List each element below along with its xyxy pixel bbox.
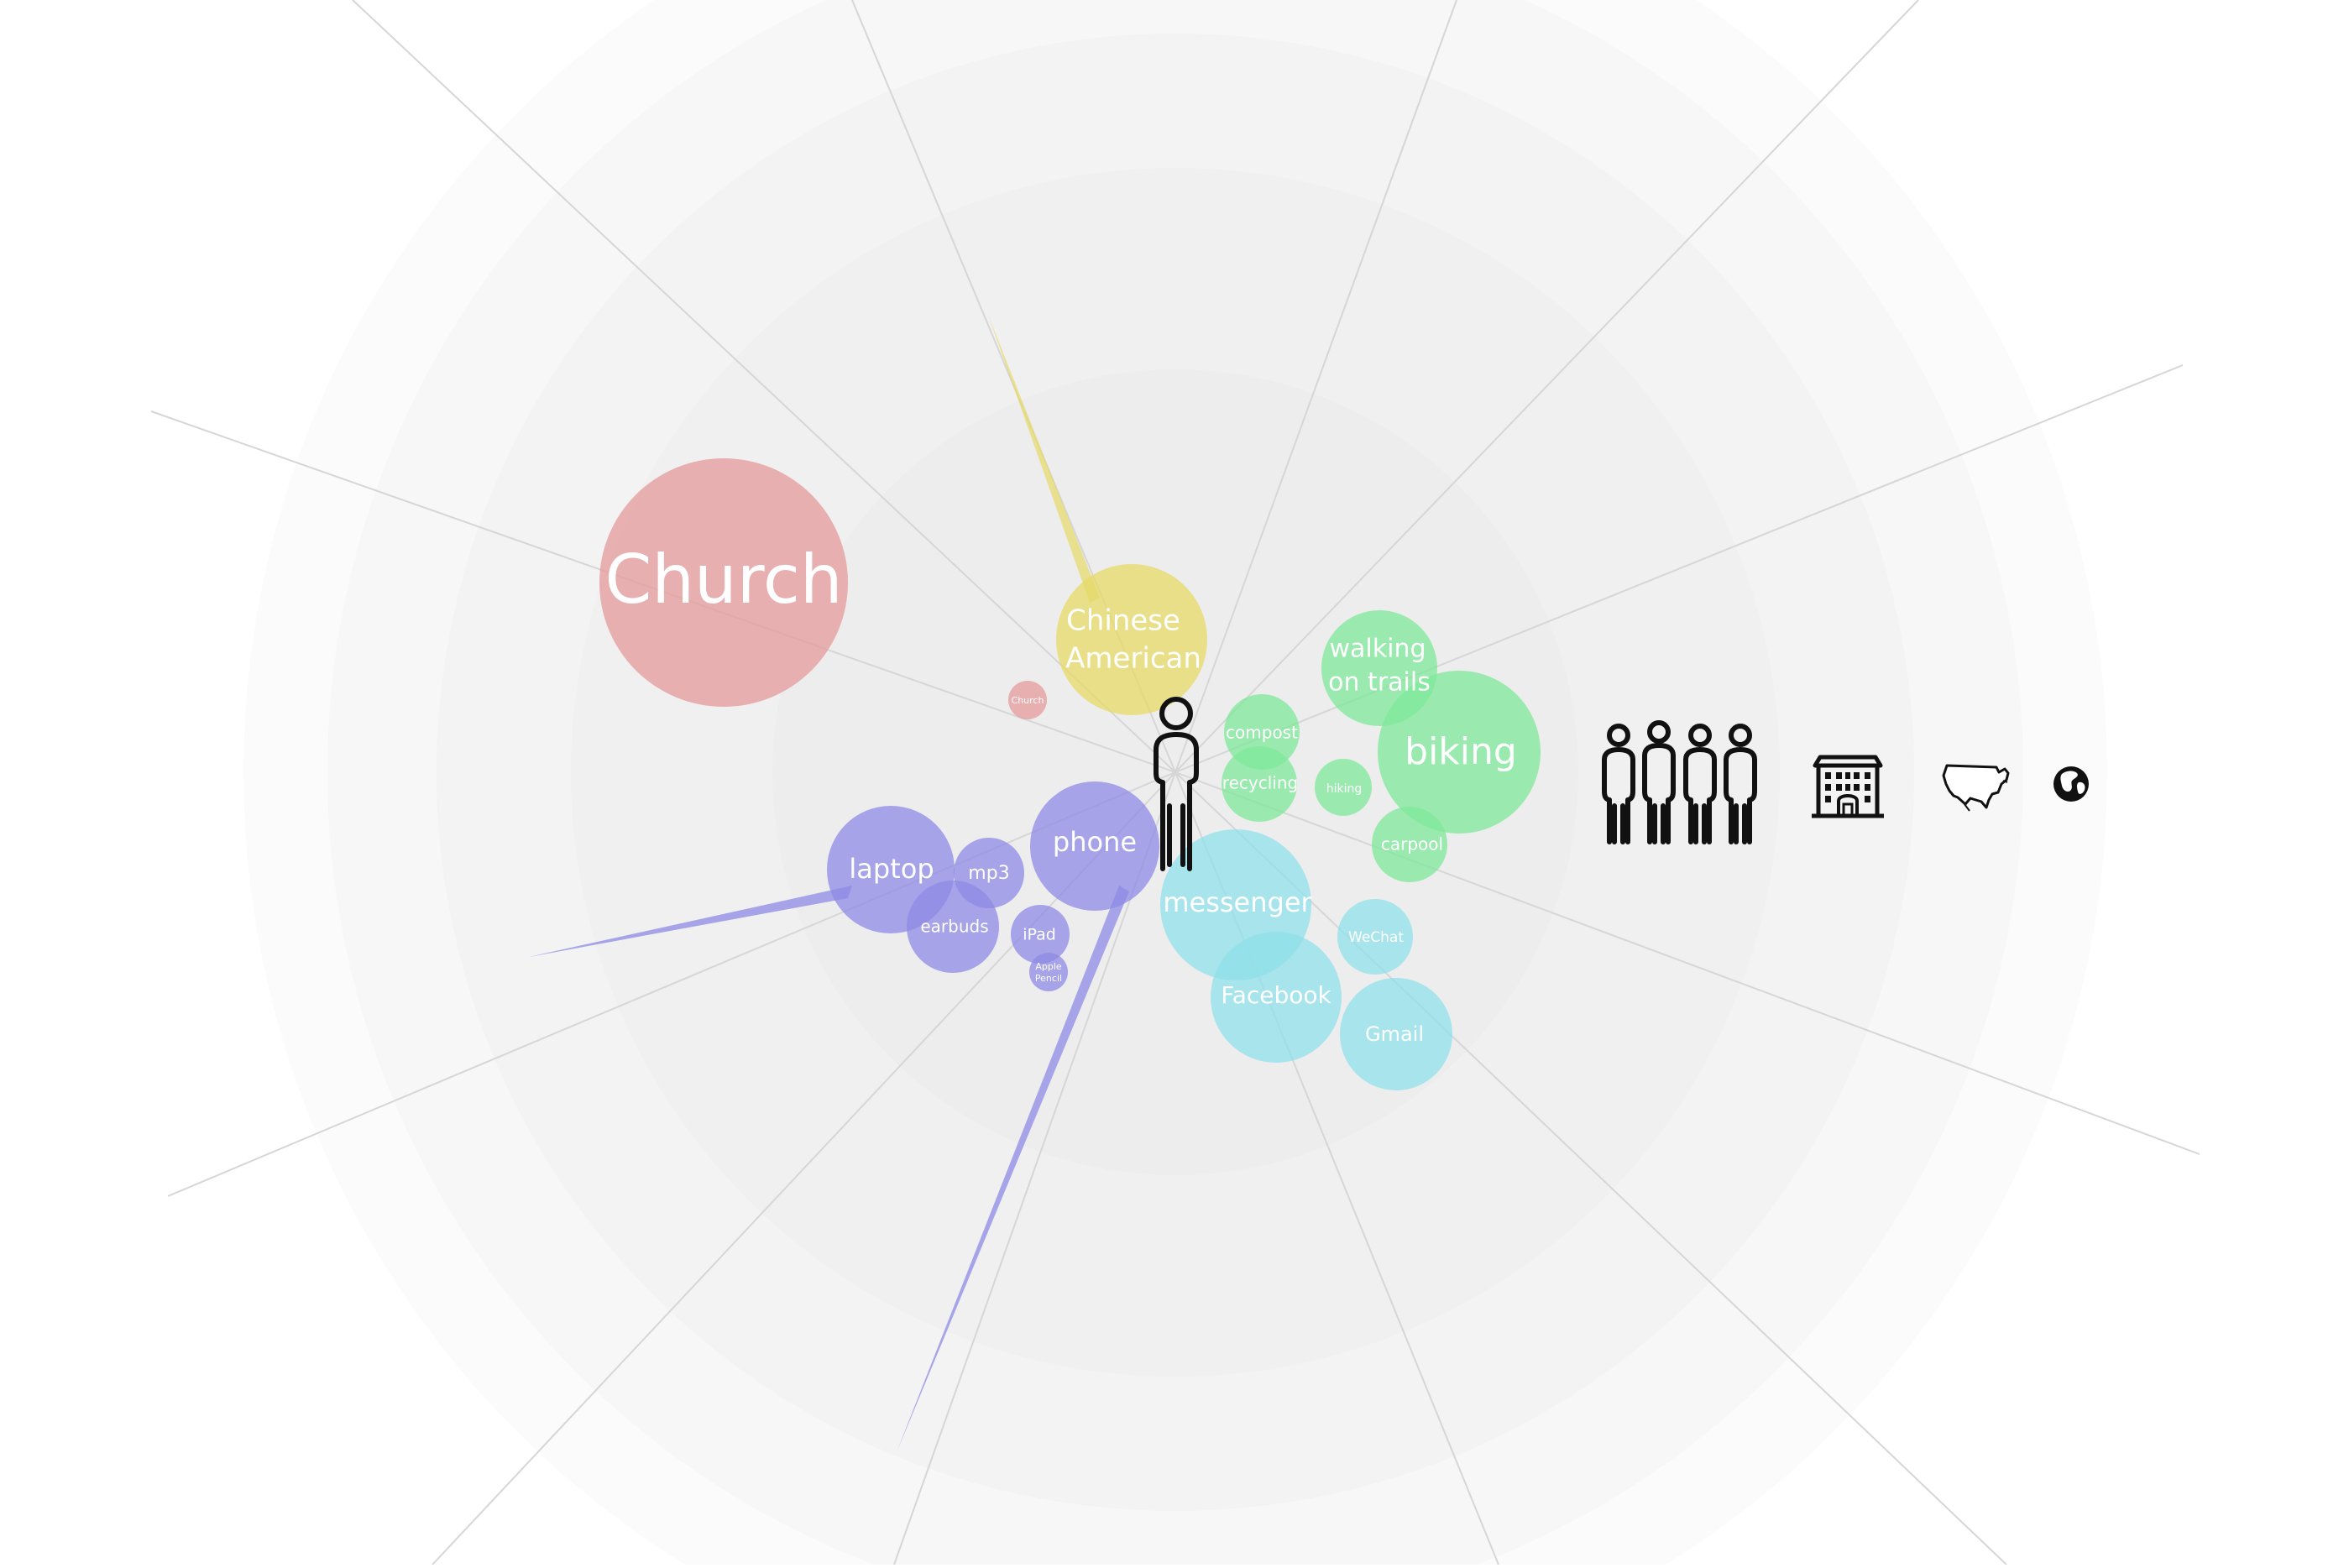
compost-label: compost [1226, 723, 1298, 743]
walking-label-line1: walking [1329, 635, 1426, 664]
biking-label: biking [1405, 730, 1517, 773]
church-large-label: Church [604, 541, 842, 619]
chinese-american-label-line1: Chinese [1066, 604, 1180, 638]
chinese-american-bubble[interactable] [1056, 564, 1207, 715]
wechat-label: WeChat [1348, 929, 1404, 946]
earbuds-label: earbuds [920, 917, 988, 937]
ipad-label: iPad [1023, 926, 1056, 944]
apple-pencil-label-line2: Pencil [1035, 973, 1062, 984]
identity-cluster: Chinese American [1056, 564, 1207, 715]
scale-rings [243, 0, 2107, 1565]
walking-label-line2: on trails [1328, 668, 1431, 698]
church-small-label: Church [1012, 695, 1044, 706]
recycling-label: recycling [1222, 773, 1298, 793]
carpool-label: carpool [1381, 834, 1443, 855]
phone-label: phone [1053, 826, 1137, 858]
gmail-label: Gmail [1365, 1022, 1424, 1046]
mp3-label: mp3 [968, 863, 1009, 884]
chinese-american-label-line2: American [1065, 642, 1201, 676]
hiking-label: hiking [1326, 782, 1363, 796]
apple-pencil-bubble[interactable] [1029, 953, 1068, 991]
globe-icon [2053, 766, 2089, 802]
laptop-label: laptop [849, 853, 934, 885]
apple-pencil-label-line1: Apple [1035, 961, 1062, 972]
facebook-label: Facebook [1221, 981, 1331, 1009]
messenger-label: messenger [1163, 886, 1312, 918]
